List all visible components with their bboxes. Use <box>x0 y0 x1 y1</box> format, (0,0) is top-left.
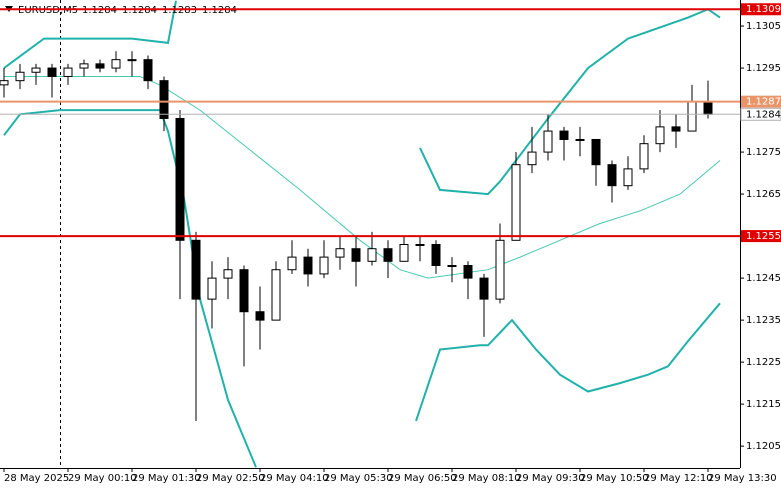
candle-body <box>399 244 409 262</box>
candle-body <box>15 71 25 82</box>
candle-body <box>239 269 249 313</box>
candle-body <box>367 248 377 262</box>
plot-area <box>0 0 721 468</box>
x-tick-label: 29 May 08:10 <box>452 473 521 484</box>
level-label: 1.1287 <box>746 97 781 108</box>
x-tick-label: 29 May 12:10 <box>644 473 713 484</box>
candle-body <box>415 244 425 247</box>
x-tick-label: 29 May 02:50 <box>196 473 265 484</box>
candle-body <box>79 63 89 69</box>
x-tick-label: 29 May 09:30 <box>516 473 585 484</box>
candle-body <box>255 311 265 321</box>
candle-body <box>143 59 153 82</box>
candle-body <box>127 59 137 62</box>
candle-body <box>623 168 633 187</box>
candle-body <box>639 143 649 170</box>
candle-body <box>479 277 489 300</box>
candle-body <box>63 67 73 77</box>
candle-body <box>191 239 201 300</box>
candle-body <box>495 239 505 300</box>
candle-body <box>527 151 537 166</box>
x-tick-label: 28 May 2025 <box>4 473 69 484</box>
y-tick-label: 1.1245 <box>746 273 781 284</box>
x-tick-label: 29 May 06:50 <box>388 473 457 484</box>
candle-body <box>111 59 121 69</box>
candle-body <box>463 265 473 279</box>
x-tick-label: 29 May 13:30 <box>708 473 777 484</box>
candle-body <box>271 269 281 321</box>
candle-body <box>159 80 169 119</box>
x-tick-label: 29 May 04:10 <box>260 473 329 484</box>
level-label: 1.1255 <box>746 231 781 242</box>
band-line <box>3 0 177 69</box>
candle-body <box>175 117 185 241</box>
candle-body <box>351 248 361 262</box>
y-tick-label: 1.1305 <box>746 21 781 32</box>
x-tick-label: 29 May 01:30 <box>132 473 201 484</box>
candle-body <box>47 67 57 77</box>
candle-body <box>559 130 569 140</box>
candle-body <box>591 138 601 166</box>
level-label-box <box>741 95 781 108</box>
candle-body <box>575 138 585 141</box>
price-label: 1.1284 <box>746 109 781 120</box>
candle-body <box>319 256 329 275</box>
candle-body <box>687 101 697 132</box>
candle-body <box>671 126 681 132</box>
candle-body <box>95 63 105 69</box>
y-tick-label: 1.1275 <box>746 147 781 158</box>
header-ohlc: 1.1284 <box>202 5 237 16</box>
y-tick-label: 1.1235 <box>746 315 781 326</box>
band-line <box>419 8 721 196</box>
candle-body <box>303 256 313 275</box>
candle-body <box>543 130 553 153</box>
candle-body <box>447 265 457 268</box>
level-label: 1.1309 <box>746 4 781 15</box>
candle-body <box>335 248 345 258</box>
y-tick-label: 1.1225 <box>746 357 781 368</box>
candle-body <box>703 101 713 115</box>
candle-body <box>287 256 297 271</box>
price-label-box <box>740 107 781 121</box>
x-tick-label: 29 May 10:50 <box>580 473 649 484</box>
y-tick-label: 1.1295 <box>746 63 781 74</box>
band-line <box>415 302 721 422</box>
candle-body <box>655 126 665 145</box>
candle-body <box>31 67 41 73</box>
y-tick-label: 1.1265 <box>746 189 781 200</box>
candle-body <box>383 248 393 262</box>
candle-body <box>207 277 217 300</box>
x-tick-label: 29 May 05:30 <box>324 473 393 484</box>
candle-body <box>0 80 9 86</box>
y-tick-label: 1.1205 <box>746 441 781 452</box>
candle-body <box>511 164 521 241</box>
symbol: EURUSD,M5 <box>18 5 78 16</box>
candle-body <box>431 244 441 267</box>
x-tick-label: 29 May 00:10 <box>68 473 137 484</box>
level-label-box <box>741 230 781 243</box>
candle-body <box>607 164 617 187</box>
level-label-box <box>741 3 781 16</box>
header-ohlc: 1.1283 <box>162 5 197 16</box>
y-tick-label: 1.1215 <box>746 399 781 410</box>
header-ohlc: 1.1284 <box>122 5 157 16</box>
candle-body <box>223 269 233 279</box>
header-ohlc: 1.1284 <box>82 5 117 16</box>
band-line <box>4 76 721 279</box>
